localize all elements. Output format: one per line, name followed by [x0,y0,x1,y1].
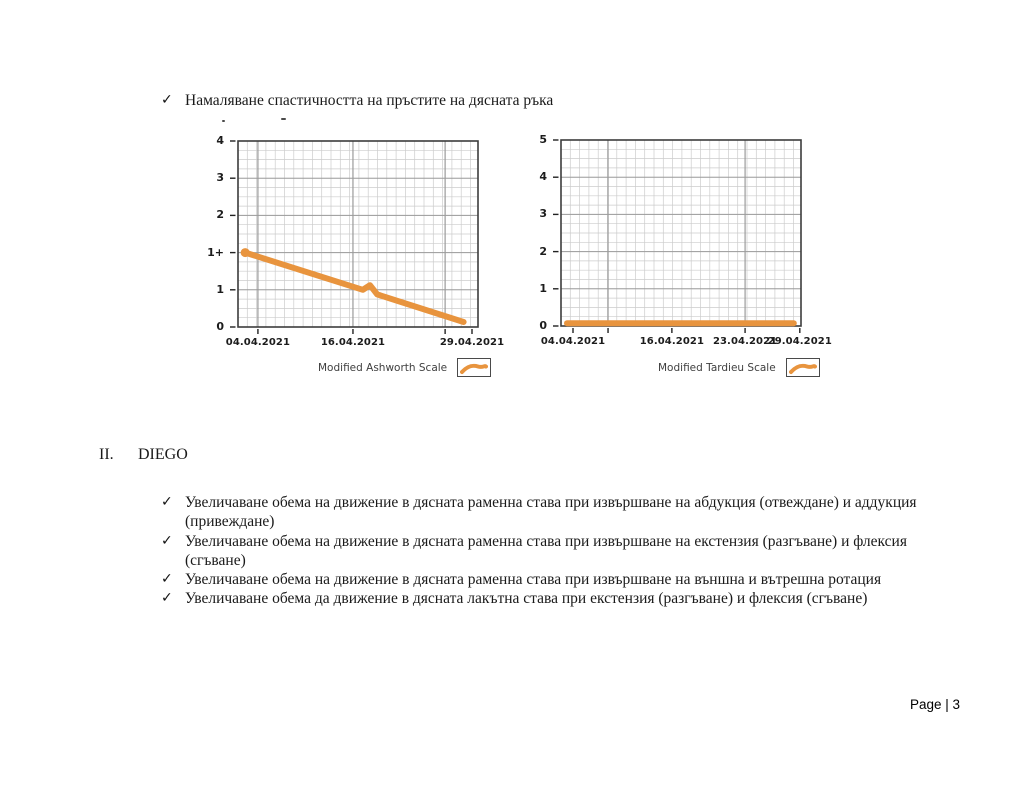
legend-line-swatch-icon [457,358,492,377]
x-tick-label: 29.04.2021 [767,336,832,347]
legend-modified-tardieu: Modified Tardieu Scale [658,358,820,377]
bullet-text: Увеличаване обема да движение в дясната … [185,590,868,608]
x-tick-label: 23.04.2021 [712,336,778,347]
intro-bullet-text: Намаляване спастичността на пръстите на … [185,92,554,109]
list-item: ✓ Увеличаване обема на движение в дяснат… [161,493,929,532]
artifact-dot [222,120,225,122]
bullet-text: Увеличаване обема на движение в дясната … [185,532,907,569]
legend-label: Modified Ashworth Scale [318,361,448,374]
chart-modified-tardieu-scale: 5 4 3 2 1 0 04.04.2021 16.04.2021 23.04.2021 29.0… [527,132,839,358]
chart-plot [553,139,802,333]
list-item: ✓ Увеличаване обема на движение в дяснат… [161,570,929,589]
y-tick-label: 4 [539,170,547,184]
legend-line-swatch-icon [785,358,820,377]
checkmark-icon: ✓ [161,494,173,510]
x-tick-label: 04.04.2021 [540,336,606,347]
y-tick-label: 3 [216,171,224,185]
bullet-text: Увеличаване обема на движение в дясната … [185,571,882,589]
y-tick-label: 0 [216,320,224,333]
y-tick-label: 2 [216,208,224,222]
chart-modified-ashworth-scale: 4 3 2 1+ 1 0 04.04.2021 16.04.2021 29.04.2021 [204,133,516,359]
checkmark-icon: ✓ [161,532,173,549]
x-tick-label: 16.04.2021 [320,337,386,348]
x-tick-label: 29.04.2021 [439,337,505,348]
goal-bullet-list: ✓ Увеличаване обема на движение в дяснат… [161,493,929,609]
legend-label: Modified Tardieu Scale [658,361,776,374]
checkmark-icon: ✓ [161,92,173,108]
legend-modified-ashworth: Modified Ashworth Scale [318,358,492,377]
y-tick-label: 5 [539,133,547,146]
x-tick-label: 16.04.2021 [639,336,704,347]
chart-plot [230,140,479,334]
y-tick-label: 1 [216,282,224,296]
y-tick-label: 3 [539,207,547,221]
section-title: DIEGO [138,446,188,463]
artifact-dot [281,118,286,120]
checkmark-icon: ✓ [161,590,173,607]
y-tick-label: 0 [539,319,547,332]
intro-bullet-item: ✓ Намаляване спастичността на пръстите н… [161,91,801,110]
list-item: ✓ Увеличаване обема да движение в дяснат… [161,589,929,608]
y-tick-label: 4 [216,134,224,147]
y-tick-label: 1+ [207,245,224,259]
checkmark-icon: ✓ [161,571,173,588]
bullet-text: Увеличаване обема на движение в дясната … [185,494,917,531]
y-tick-label: 2 [539,244,547,258]
y-tick-label: 1 [539,281,547,295]
list-item: ✓ Увеличаване обема на движение в дяснат… [161,532,929,571]
section-heading: II. DIEGO [99,446,188,464]
page-number: Page | 3 [909,697,960,712]
x-tick-label: 04.04.2021 [225,337,291,348]
section-number: II. [99,446,114,463]
